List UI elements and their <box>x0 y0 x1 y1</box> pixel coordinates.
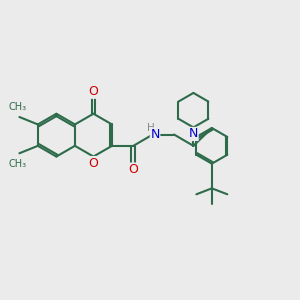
Text: CH₃: CH₃ <box>9 102 27 112</box>
Text: N: N <box>189 128 198 140</box>
Text: O: O <box>128 163 138 176</box>
Text: H: H <box>147 123 155 133</box>
Text: CH₃: CH₃ <box>9 159 27 169</box>
Text: O: O <box>88 85 98 98</box>
Text: O: O <box>88 157 98 169</box>
Text: N: N <box>150 128 160 141</box>
